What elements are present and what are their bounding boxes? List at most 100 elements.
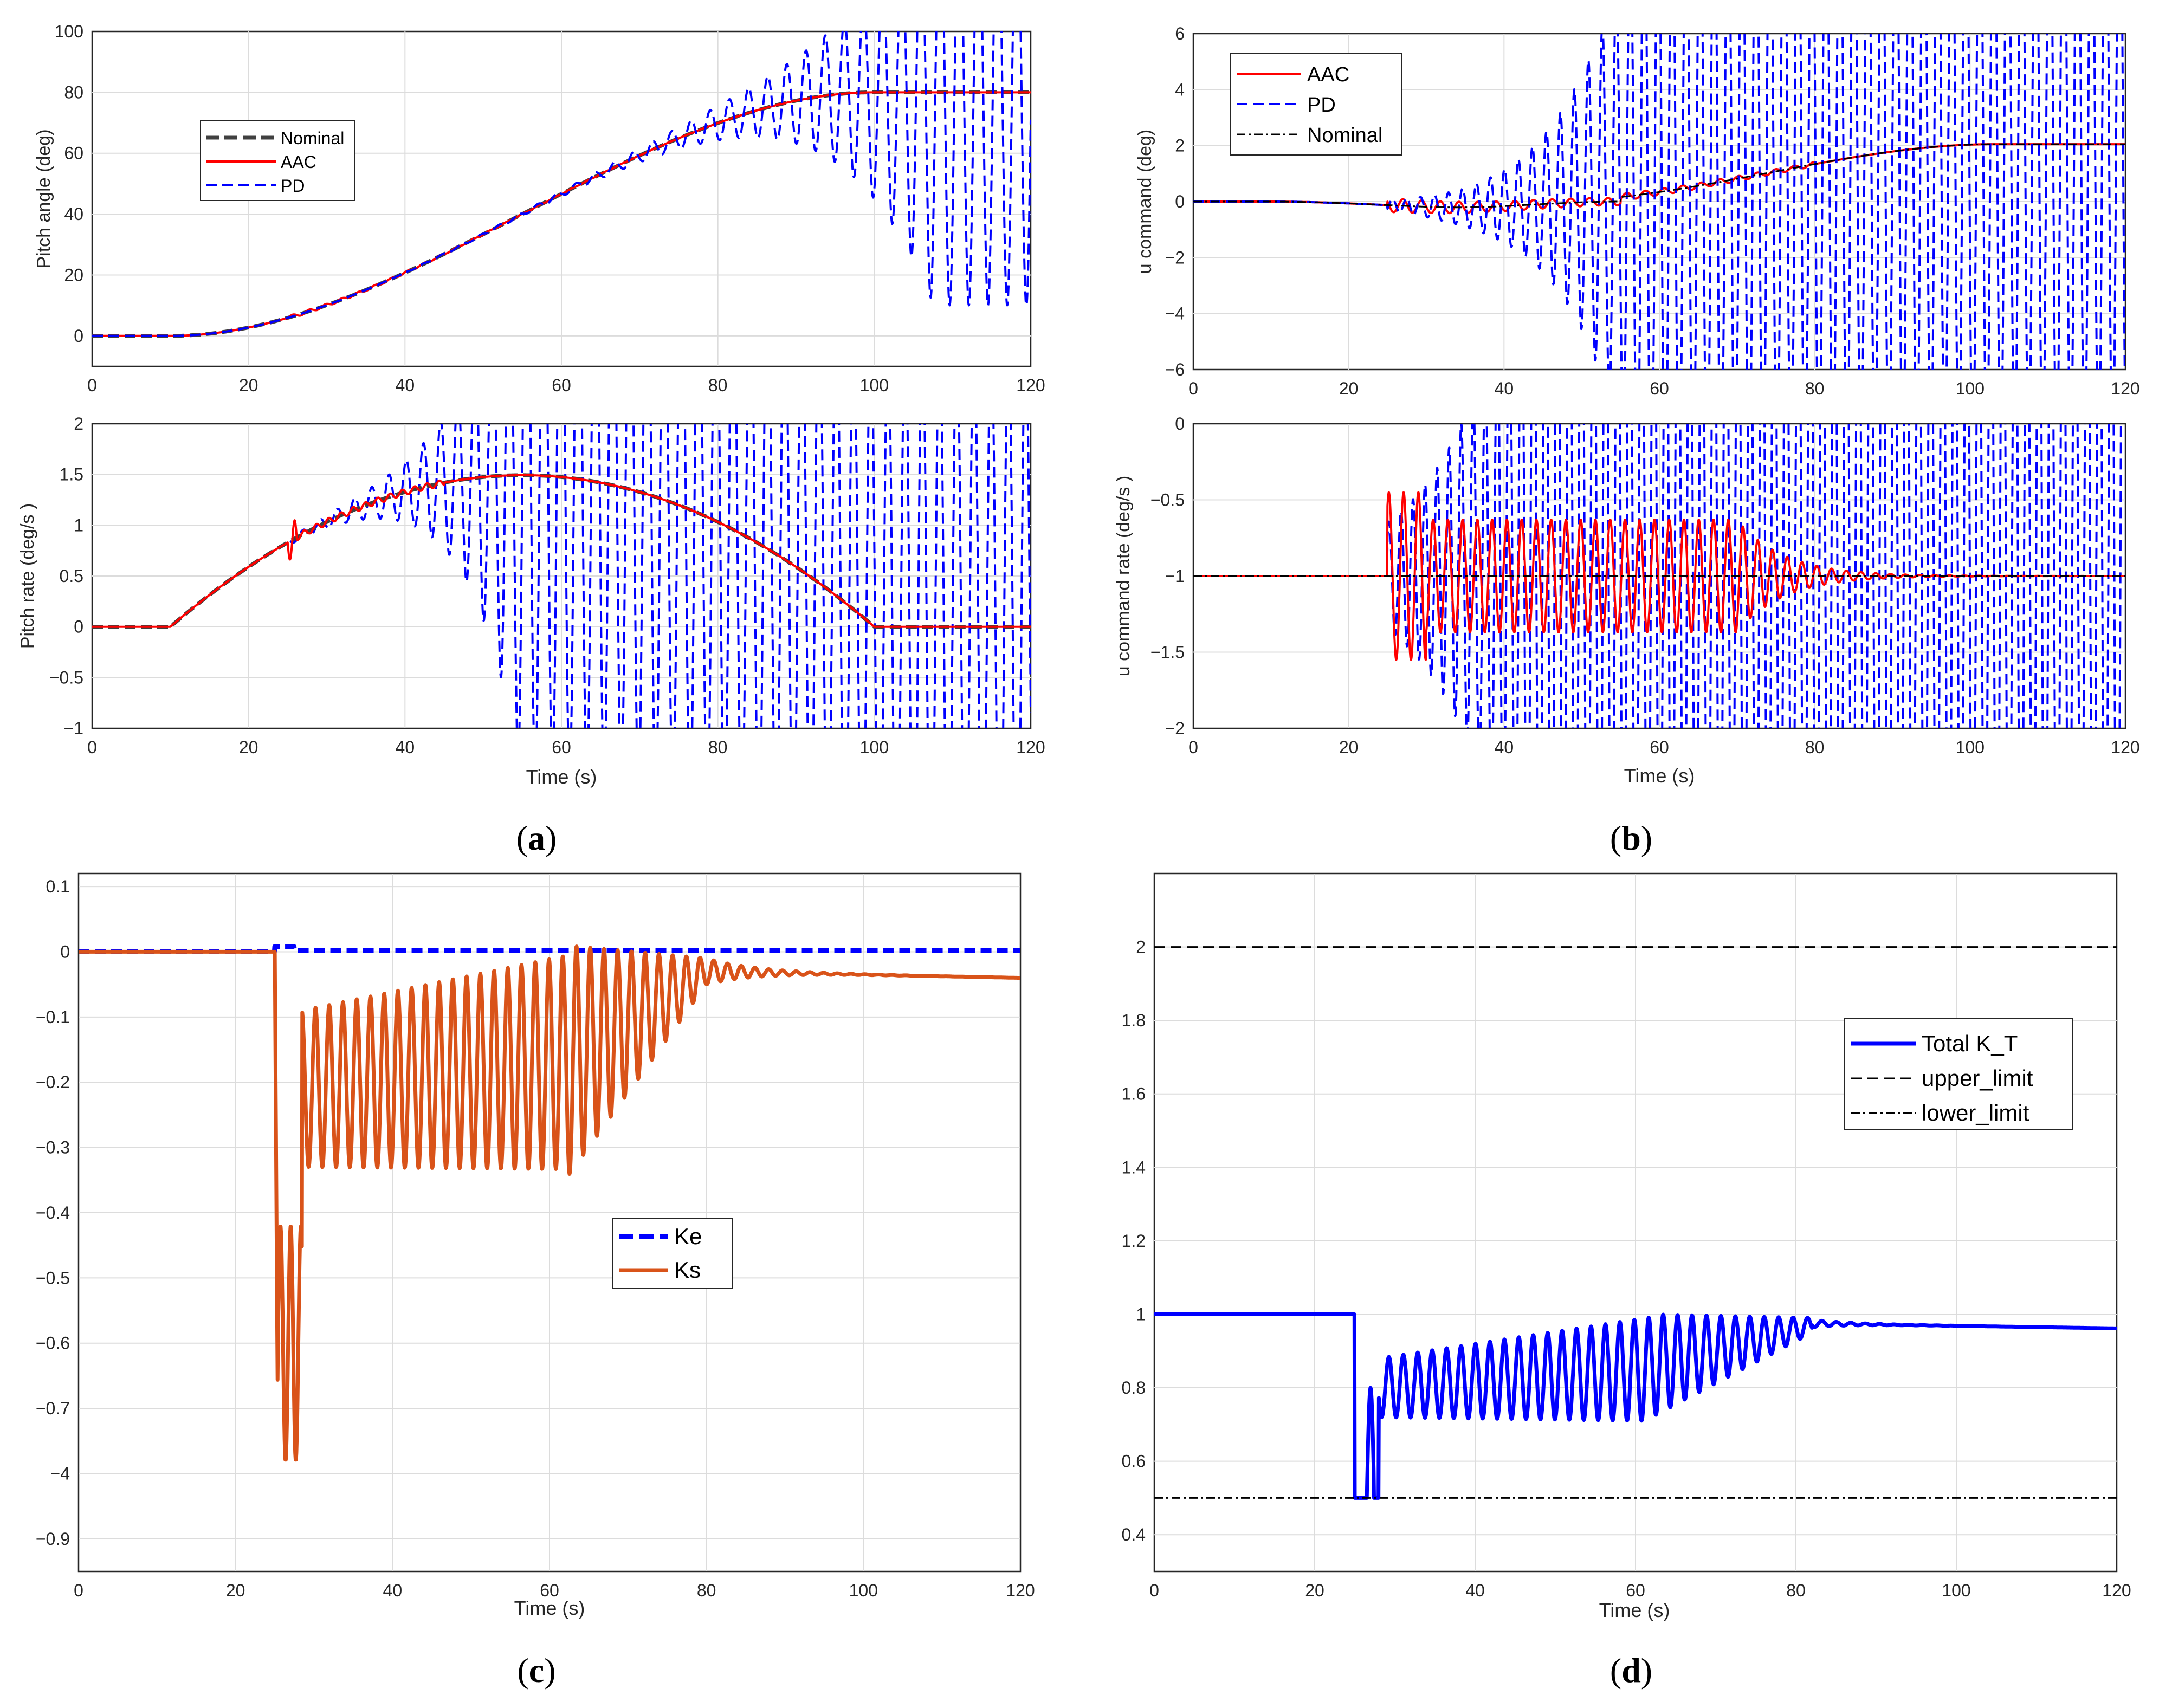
tick-y-a2-2: 0 <box>74 617 83 637</box>
tick-y-a1-0: 0 <box>74 326 83 346</box>
tick-x-c-0: 0 <box>74 1581 83 1600</box>
tick-x-b2-6: 120 <box>2111 737 2139 757</box>
legend-label-upper: upper_limit <box>1922 1065 2033 1091</box>
tick-y-d-3: 1 <box>1136 1304 1146 1324</box>
tick-y-c-9: −4 <box>50 1464 70 1483</box>
ticks-a1: 0 20 40 60 80 100 120 0 20 40 60 80 100 <box>55 22 1045 395</box>
tick-y-c-2: −0.1 <box>36 1007 70 1027</box>
legend-label-pd-b: PD <box>1307 94 1336 117</box>
tick-y-c-4: −0.3 <box>36 1138 70 1157</box>
panel-letter-b: b <box>1621 819 1641 857</box>
chart-c-gains: 0 20 40 60 80 100 120 0.1 0 −0.1 −0.2 −0.3 −0.4 −0.5 −… <box>36 872 1035 1619</box>
xlabel-b2: Time (s) <box>1624 765 1695 787</box>
legend-label-nominal: Nominal <box>281 128 344 148</box>
ylabel-a1: Pitch angle (deg) <box>34 129 54 268</box>
series-line-b1-pd <box>1193 34 2125 370</box>
tick-y-b1-2: −2 <box>1165 248 1185 267</box>
tick-x-a2-1: 20 <box>239 737 258 757</box>
series-d <box>1154 946 2117 1500</box>
tick-y-d-6: 1.6 <box>1122 1084 1146 1104</box>
chart-d-total-gain: 0 20 40 60 80 100 120 0.4 0.6 0.8 1 1.2 1.4 1.6 1.8 2 T… <box>1122 872 2131 1621</box>
tick-x-c-1: 20 <box>226 1581 245 1600</box>
tick-y-b2-0: −2 <box>1165 719 1185 738</box>
legend-b1: AAC PD Nominal <box>1230 53 1402 156</box>
tick-x-b1-4: 80 <box>1805 379 1825 398</box>
series-a1 <box>92 31 1031 338</box>
legend-d: Total K_T upper_limit lower_limit <box>1844 1018 2073 1130</box>
tick-y-a1-4: 80 <box>64 82 83 102</box>
series-b2 <box>1193 424 2125 728</box>
chart-b1-u-command: 0 20 40 60 80 100 120 −6 −4 −2 0 2 4 6 u command (deg… <box>1135 24 2140 398</box>
series-line-a1-pd <box>92 31 1031 337</box>
chart-a1-pitch-angle: 0 20 40 60 80 100 120 0 20 40 60 80 100 Pitch angle … <box>34 22 1045 395</box>
ticks-c: 0 20 40 60 80 100 120 0.1 0 −0.1 −0.2 −0.3 −0.4 −0.5 −… <box>36 877 1035 1600</box>
tick-y-a2-4: 1 <box>74 515 83 535</box>
legend-box-d <box>1844 1018 2073 1130</box>
tick-x-b2-0: 0 <box>1188 737 1198 757</box>
tick-y-a2-3: 0.5 <box>60 566 83 586</box>
tick-y-c-5: −0.4 <box>36 1203 70 1222</box>
legend-label-pd: PD <box>281 176 305 196</box>
xlabel-d: Time (s) <box>1599 1599 1670 1621</box>
tick-y-a2-0: −1 <box>64 719 83 738</box>
tick-y-a2-6: 2 <box>74 414 83 434</box>
panel-label-d: (d) <box>1610 1651 1652 1690</box>
legend-label-nominal-b: Nominal <box>1307 124 1382 147</box>
tick-x-c-6: 120 <box>1006 1581 1035 1600</box>
ticks-b2: 0 20 40 60 80 100 120 −2 −1.5 −1 −0.5 0 <box>1150 414 2140 757</box>
tick-y-d-7: 1.8 <box>1122 1011 1146 1030</box>
tick-x-a1-6: 120 <box>1016 376 1045 395</box>
tick-y-c-3: −0.2 <box>36 1072 70 1092</box>
tick-x-d-0: 0 <box>1149 1581 1159 1600</box>
tick-x-a1-0: 0 <box>87 376 97 395</box>
tick-y-d-0: 0.4 <box>1122 1525 1146 1544</box>
tick-y-b2-4: 0 <box>1175 414 1185 434</box>
tick-y-b1-5: 4 <box>1175 80 1185 99</box>
tick-y-d-4: 1.2 <box>1122 1231 1146 1251</box>
tick-y-a2-5: 1.5 <box>60 465 83 484</box>
tick-x-a1-2: 40 <box>396 376 415 395</box>
tick-y-b1-3: 0 <box>1175 192 1185 211</box>
tick-x-c-2: 40 <box>383 1581 403 1600</box>
tick-x-a2-0: 0 <box>87 737 97 757</box>
chart-a2-pitch-rate: 0 20 40 60 80 100 120 −1 −0.5 0 0.5 1 1.5 2 Pitch rat… <box>17 414 1045 788</box>
xlabel-c: Time (s) <box>514 1597 585 1619</box>
panel-letter-d: d <box>1621 1651 1641 1690</box>
ylabel-b1: u command (deg) <box>1135 130 1155 274</box>
panel-letter-a: a <box>528 819 545 857</box>
tick-x-d-6: 120 <box>2102 1581 2131 1600</box>
tick-x-d-5: 100 <box>1942 1581 1970 1600</box>
legend-label-ke: Ke <box>674 1224 702 1249</box>
panel-label-b: (b) <box>1610 819 1652 857</box>
panel-label-a: (a) <box>516 819 557 857</box>
ticks-d: 0 20 40 60 80 100 120 0.4 0.6 0.8 1 1.2 1.4 1.6 1.8 2 <box>1122 937 2131 1600</box>
svg-text:(c): (c) <box>517 1651 555 1690</box>
tick-x-a1-5: 100 <box>860 376 889 395</box>
tick-y-c-10: −0.9 <box>36 1529 70 1549</box>
tick-y-a1-5: 100 <box>55 22 83 41</box>
tick-y-c-8: −0.7 <box>36 1399 70 1418</box>
tick-y-d-8: 2 <box>1136 937 1146 957</box>
tick-x-b2-4: 80 <box>1805 737 1825 757</box>
tick-y-b1-0: −6 <box>1165 360 1185 379</box>
tick-y-d-2: 0.8 <box>1122 1378 1146 1398</box>
ylabel-a2: Pitch rate (deg/s ) <box>17 503 38 649</box>
tick-y-a1-1: 20 <box>64 265 83 284</box>
legend-box-c <box>612 1218 733 1289</box>
tick-x-b1-0: 0 <box>1188 379 1198 398</box>
ticks-a2: 0 20 40 60 80 100 120 −1 −0.5 0 0.5 1 1.5 2 <box>49 414 1045 757</box>
legend-c: Ke Ks <box>612 1218 733 1289</box>
tick-x-a1-3: 60 <box>552 376 571 395</box>
tick-y-b1-1: −4 <box>1165 304 1185 324</box>
ticks-b1: 0 20 40 60 80 100 120 −6 −4 −2 0 2 4 6 <box>1165 24 2140 398</box>
tick-y-a1-3: 60 <box>64 144 83 163</box>
tick-x-b2-2: 40 <box>1495 737 1514 757</box>
tick-y-c-6: −0.5 <box>36 1268 70 1288</box>
tick-x-b1-1: 20 <box>1339 379 1359 398</box>
tick-y-b1-6: 6 <box>1175 24 1185 43</box>
grid-d <box>1154 874 2117 1571</box>
chart-b2-u-command-rate: 0 20 40 60 80 100 120 −2 −1.5 −1 −0.5 0 u command r… <box>1113 414 2140 787</box>
tick-x-a1-1: 20 <box>239 376 258 395</box>
legend-label-lower: lower_limit <box>1922 1100 2029 1125</box>
tick-x-d-1: 20 <box>1305 1581 1324 1600</box>
